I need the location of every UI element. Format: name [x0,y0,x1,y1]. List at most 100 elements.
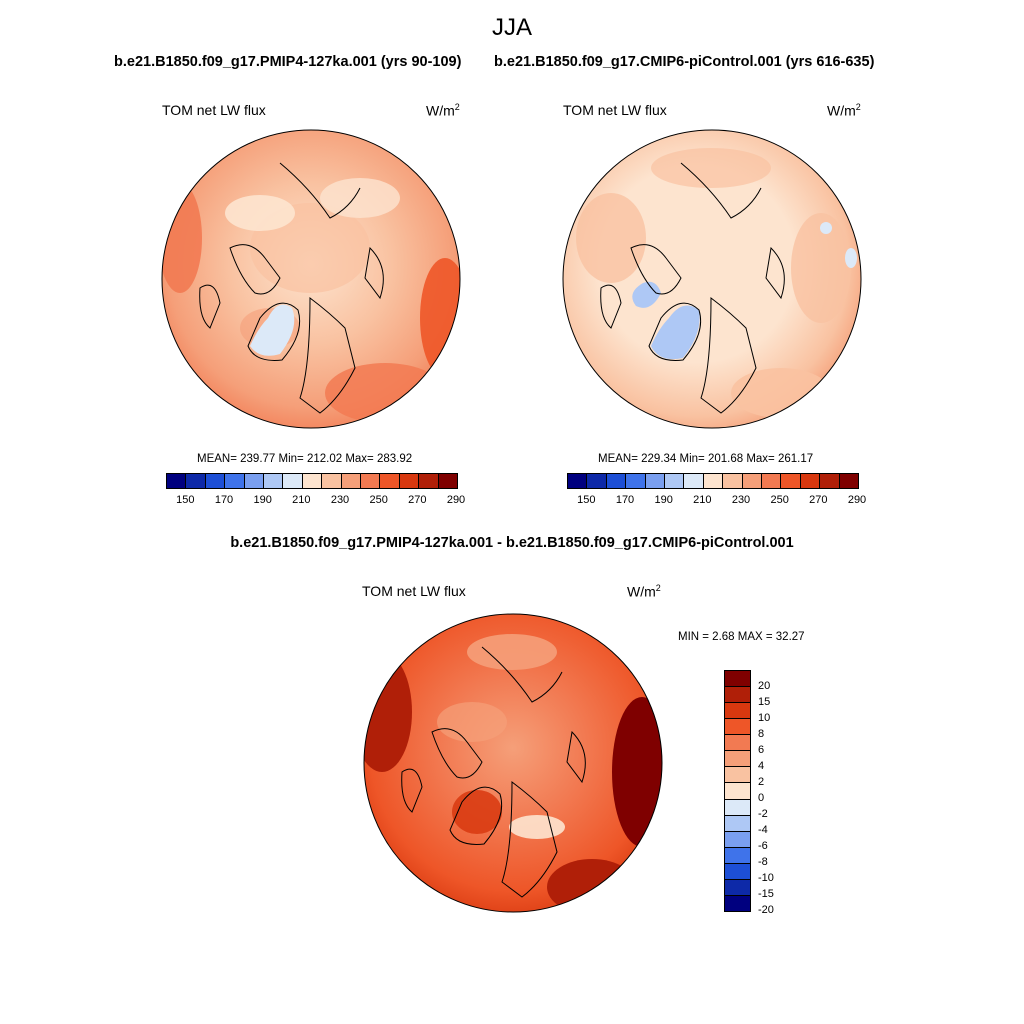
right-units-label: W/m2 [827,102,861,119]
left-colorbar-swatch [186,474,206,488]
diff-colorbar-tick-label: 10 [758,712,771,724]
right-colorbar-swatch [665,474,685,488]
diff-colorbar-swatch [725,671,750,688]
right-colorbar-tick-label: 190 [654,494,673,506]
right-colorbar-tick-label: 250 [770,494,789,506]
diff-colorbar-tick-label: -15 [758,888,774,900]
diff-case-title: b.e21.B1850.f09_g17.PMIP4-127ka.001 - b.… [230,535,794,551]
diff-colorbar-swatch [725,767,750,784]
right-stats: MEAN= 229.34 Min= 201.68 Max= 261.17 [598,453,814,465]
left-colorbar-swatch [438,474,458,488]
diff-units-label: W/m2 [627,583,661,600]
right-polar-map [562,129,862,429]
diff-stats: MIN = 2.68 MAX = 32.27 [678,631,805,643]
left-colorbar-swatch [205,474,226,488]
diff-colorbar-swatch [725,847,750,864]
left-polar-map [161,129,461,429]
right-colorbar-swatch [703,474,724,488]
right-colorbar-swatch [587,474,607,488]
left-colorbar-tick-label: 190 [253,494,272,506]
right-case-title: b.e21.B1850.f09_g17.CMIP6-piControl.001 … [494,54,875,70]
right-colorbar-swatch [645,474,666,488]
diff-map-field [364,614,662,912]
left-variable-label: TOM net LW flux [162,102,266,118]
diff-colorbar-tick-label: -2 [758,808,768,820]
diff-colorbar-labels: 20 15 10 8 6 4 2 0 -2 -4 -6 -8 -10 -15 -20 [758,670,798,916]
right-colorbar-swatch [723,474,743,488]
diff-variable-label: TOM net LW flux [362,583,466,599]
diff-colorbar-swatch [725,703,750,720]
right-colorbar-swatch [781,474,801,488]
diff-colorbar-swatch [725,751,750,768]
right-colorbar-labels: 150 170 190 210 230 250 270 290 [567,494,866,508]
left-colorbar-swatch [244,474,265,488]
diff-colorbar-tick-label: 2 [758,776,765,788]
left-colorbar-swatch [283,474,303,488]
right-colorbar-swatch [684,474,704,488]
right-colorbar-tick-label: 230 [731,494,751,506]
right-arctic-islands-anomaly [632,281,661,308]
right-colorbar [567,473,859,489]
diff-colorbar-tick-label: -10 [758,872,774,884]
left-colorbar-tick-label: 230 [330,494,350,506]
right-colorbar-tick-label: 210 [693,494,712,506]
left-colorbar-tick-label: 290 [446,494,466,506]
left-colorbar-swatch [341,474,362,488]
left-colorbar-tick-label: 150 [176,494,195,506]
figure-title: JJA [491,14,532,41]
right-colorbar-swatch [820,474,840,488]
left-units-label: W/m2 [426,102,460,119]
diff-polar-map [363,613,663,913]
right-colorbar-swatch [762,474,782,488]
left-colorbar-swatch [225,474,245,488]
diff-colorbar-tick-label: -4 [758,824,768,836]
diff-colorbar-swatch [725,735,750,752]
left-colorbar-swatch [167,474,187,488]
left-stats: MEAN= 239.77 Min= 212.02 Max= 283.92 [197,453,413,465]
diff-colorbar-tick-label: 0 [758,792,765,804]
left-colorbar-tick-label: 170 [214,494,234,506]
diff-colorbar-swatch [725,719,750,736]
left-colorbar-labels: 150 170 190 210 230 250 270 290 [166,494,465,508]
left-colorbar-swatch [419,474,439,488]
diff-colorbar-tick-label: 20 [758,680,771,692]
diff-colorbar-tick-label: -6 [758,840,768,852]
left-colorbar-swatch [264,474,284,488]
diff-colorbar-tick-label: 15 [758,696,771,708]
diff-colorbar-swatch [725,863,750,880]
left-colorbar-tick-label: 250 [369,494,388,506]
diff-colorbar-swatch [725,815,750,832]
diff-colorbar-tick-label: 4 [758,760,765,772]
left-greenland-anomaly [250,304,295,356]
right-map-field [563,130,861,428]
right-colorbar-tick-label: 170 [615,494,635,506]
left-colorbar [166,473,458,489]
left-colorbar-swatch [322,474,342,488]
right-variable-label: TOM net LW flux [563,102,667,118]
right-greenland-anomaly [651,305,700,360]
right-colorbar-swatch [839,474,859,488]
right-colorbar-swatch [606,474,627,488]
diff-colorbar [724,670,751,912]
diff-colorbar-tick-label: -8 [758,856,768,868]
diff-colorbar-tick-label: 8 [758,728,765,740]
left-colorbar-swatch [361,474,381,488]
left-colorbar-swatch [302,474,323,488]
right-colorbar-tick-label: 270 [809,494,828,506]
diff-colorbar-swatch [725,799,750,816]
diff-colorbar-swatch [725,879,750,896]
right-colorbar-swatch [742,474,763,488]
diff-colorbar-swatch [725,783,750,800]
right-colorbar-swatch [800,474,821,488]
diff-colorbar-tick-label: 6 [758,744,765,756]
diff-colorbar-tick-label: -20 [758,904,774,916]
left-colorbar-swatch [399,474,420,488]
left-case-title: b.e21.B1850.f09_g17.PMIP4-127ka.001 (yrs… [114,54,462,70]
left-colorbar-swatch [380,474,400,488]
right-colorbar-tick-label: 290 [847,494,867,506]
left-colorbar-tick-label: 210 [292,494,311,506]
right-colorbar-swatch [568,474,588,488]
left-colorbar-tick-label: 270 [408,494,427,506]
diff-colorbar-swatch [725,831,750,848]
right-colorbar-tick-label: 150 [577,494,596,506]
